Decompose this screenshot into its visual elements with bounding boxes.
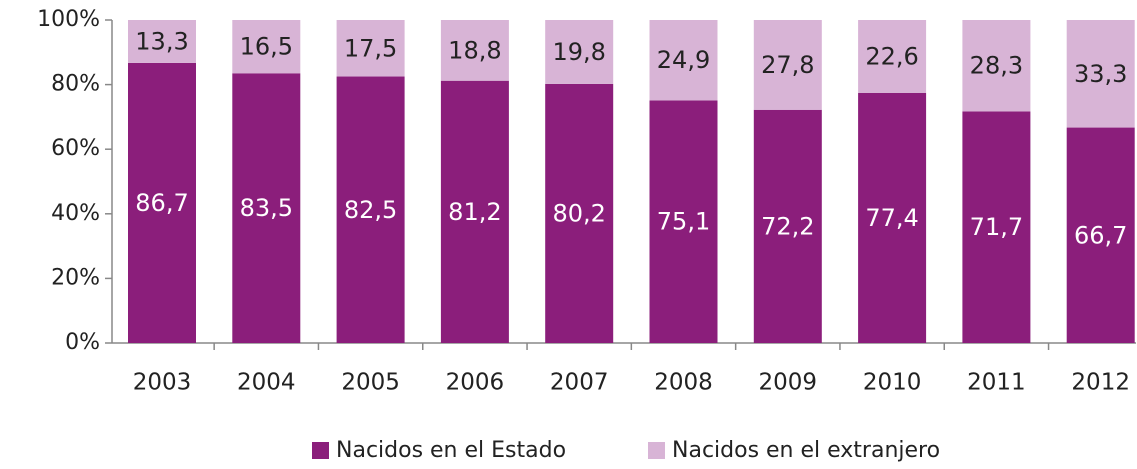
y-tick-label: 20%: [51, 265, 100, 290]
bar-segment: [753, 20, 822, 110]
value-label: 18,8: [448, 36, 501, 64]
value-label: 24,9: [657, 46, 710, 74]
x-tick-label: 2011: [967, 370, 1026, 396]
x-tick-label: 2006: [446, 370, 505, 396]
bar-segment: [858, 92, 927, 343]
value-label: 17,5: [344, 34, 397, 62]
value-label: 72,2: [761, 212, 814, 240]
value-label: 13,3: [135, 27, 188, 55]
x-tick-label: 2009: [759, 370, 818, 396]
x-tick-label: 2012: [1071, 370, 1130, 396]
legend-label: Nacidos en el extranjero: [672, 438, 940, 463]
value-label: 66,7: [1074, 221, 1127, 249]
bar-segment: [858, 20, 927, 93]
bar-segment: [232, 20, 301, 74]
x-tick-label: 2008: [654, 370, 713, 396]
value-label: 16,5: [240, 33, 293, 61]
bar-segment: [649, 100, 718, 343]
y-tick-label: 0%: [65, 330, 100, 355]
y-tick-label: 100%: [37, 7, 100, 32]
value-label: 81,2: [448, 198, 501, 226]
legend-swatch: [648, 442, 665, 459]
legend-label: Nacidos en el Estado: [336, 438, 566, 463]
legend-swatch: [312, 442, 329, 459]
x-tick-label: 2004: [237, 370, 296, 396]
bar-segment: [336, 76, 405, 344]
bar-segment: [440, 80, 509, 343]
x-tick-label: 2003: [133, 370, 192, 396]
bar-segment: [232, 73, 301, 344]
value-label: 86,7: [135, 189, 188, 217]
value-label: 80,2: [552, 199, 605, 227]
y-tick-label: 40%: [51, 201, 100, 226]
value-label: 82,5: [344, 196, 397, 224]
bar-segment: [545, 20, 614, 84]
value-label: 75,1: [657, 208, 710, 236]
value-label: 77,4: [865, 204, 918, 232]
y-tick-label: 80%: [51, 72, 100, 97]
value-label: 27,8: [761, 51, 814, 79]
value-label: 71,7: [970, 213, 1023, 241]
x-tick-label: 2005: [341, 370, 400, 396]
bar-segment: [440, 20, 509, 81]
value-label: 22,6: [865, 42, 918, 70]
value-label: 28,3: [970, 52, 1023, 80]
y-tick-label: 60%: [51, 136, 100, 161]
bar-segment: [962, 20, 1031, 112]
x-tick-label: 2007: [550, 370, 609, 396]
bar-segment: [1066, 20, 1135, 128]
bar-segment: [1066, 127, 1135, 344]
x-tick-label: 2010: [863, 370, 922, 396]
value-label: 33,3: [1074, 60, 1127, 88]
bar-segment: [649, 20, 718, 101]
bar-segment: [545, 83, 614, 343]
value-label: 83,5: [240, 194, 293, 222]
bar-segment: [962, 111, 1031, 343]
bar-segment: [336, 20, 405, 77]
bar-segment: [128, 62, 196, 344]
value-label: 19,8: [552, 38, 605, 66]
bar-segment: [753, 109, 822, 343]
bar-segment: [128, 20, 196, 63]
